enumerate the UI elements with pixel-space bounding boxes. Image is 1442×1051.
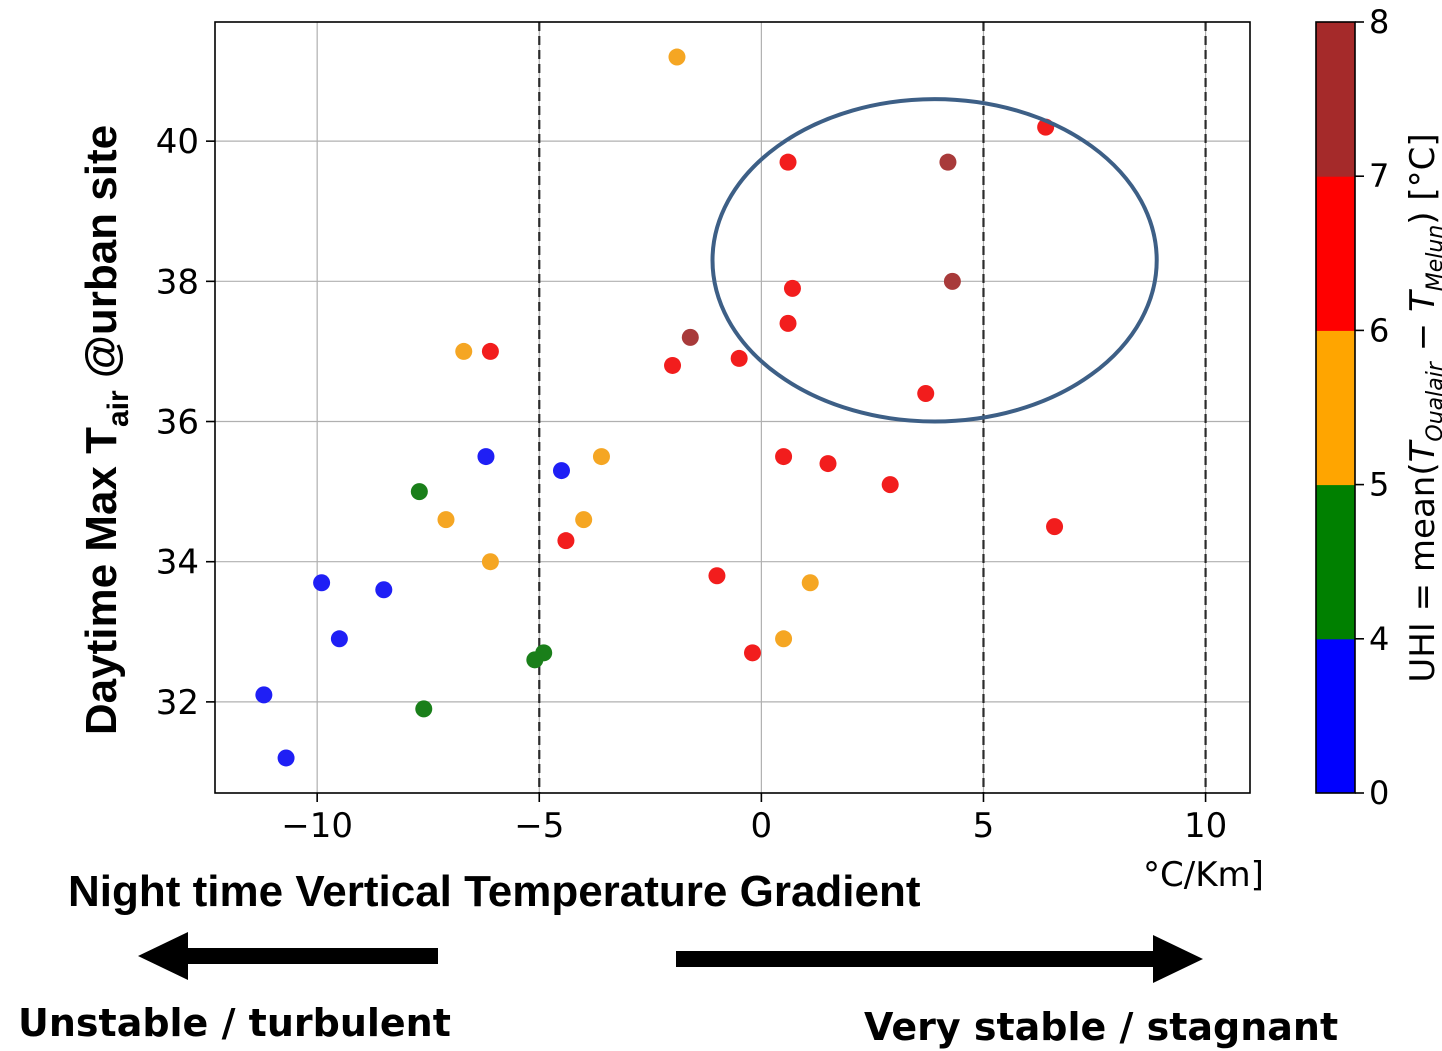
- data-points: [255, 48, 1064, 767]
- colorbar-segment: [1316, 484, 1355, 640]
- reference-lines: [538, 22, 1207, 793]
- data-point: [779, 314, 797, 332]
- data-point: [277, 749, 295, 767]
- colorbar: 0 4 5 6 7 8: [1315, 3, 1389, 812]
- y-axis: 32 34 36 38 40: [156, 122, 215, 723]
- left-arrow-label: Unstable / turbulent: [18, 1001, 451, 1045]
- x-tick-label: 10: [1184, 806, 1227, 846]
- data-point: [481, 553, 499, 571]
- colorbar-tick-label: 6: [1369, 311, 1389, 349]
- data-point: [410, 483, 428, 501]
- right-arrow-label: Very stable / stagnant: [864, 1005, 1338, 1049]
- colorbar-tick-label: 7: [1369, 157, 1389, 195]
- data-point: [575, 511, 593, 529]
- data-point: [437, 511, 455, 529]
- y-axis-label-sub: air: [102, 390, 135, 427]
- x-tick-label: 5: [973, 806, 995, 846]
- colorbar-segment: [1316, 176, 1355, 331]
- data-point: [917, 384, 935, 402]
- axes-frame: [214, 21, 1251, 794]
- colorbar-frame: [1315, 21, 1356, 794]
- x-axis: −10 −5 0 5 10: [281, 793, 1227, 846]
- x-axis-unit: °C/Km]: [1143, 855, 1264, 895]
- x-tick-label: −10: [281, 806, 353, 846]
- data-point: [775, 448, 793, 466]
- data-point: [943, 272, 961, 290]
- y-axis-label: Daytime Max Tair @urban site: [77, 125, 135, 735]
- data-point: [1046, 518, 1064, 536]
- data-point: [708, 567, 726, 585]
- colorbar-label: UHI = mean(TQualair − TMelun) [°C]: [1403, 133, 1442, 682]
- data-point: [664, 356, 682, 374]
- data-point: [526, 651, 544, 669]
- plot-frame: [214, 21, 1251, 794]
- data-point: [477, 448, 495, 466]
- data-point: [668, 48, 686, 66]
- data-point: [681, 328, 699, 346]
- data-point: [819, 455, 837, 473]
- x-tick-label: 0: [751, 806, 773, 846]
- colorbar-tick-label: 4: [1369, 620, 1389, 658]
- colorbar-tick-label: 0: [1369, 774, 1389, 812]
- data-point: [255, 686, 273, 704]
- plot-background: [215, 22, 1250, 793]
- colorbar-tick-label: 5: [1369, 466, 1389, 504]
- data-point: [481, 342, 499, 360]
- colorbar-segment: [1316, 638, 1355, 794]
- y-tick-label: 38: [156, 262, 199, 302]
- x-axis-label: Night time Vertical Temperature Gradient: [68, 867, 921, 916]
- data-point: [881, 476, 899, 494]
- colorbar-segment: [1316, 22, 1355, 177]
- data-point: [592, 448, 610, 466]
- data-point: [375, 581, 393, 599]
- y-tick-label: 32: [156, 683, 199, 723]
- plot-area: [215, 22, 1250, 793]
- colorbar-tick-label: 8: [1369, 3, 1389, 41]
- data-point: [939, 153, 957, 171]
- y-axis-label-tail: @urban site: [77, 125, 126, 390]
- right-arrow: [676, 935, 1203, 983]
- data-point: [552, 462, 570, 480]
- y-axis-label-main: Daytime Max T: [77, 427, 126, 735]
- data-point: [801, 574, 819, 592]
- y-tick-label: 34: [156, 543, 199, 583]
- highlight-ellipse-group: [710, 97, 1159, 424]
- data-point: [557, 532, 575, 550]
- y-tick-label: 36: [156, 403, 199, 443]
- data-point: [783, 279, 801, 297]
- data-point: [455, 342, 473, 360]
- data-point: [415, 700, 433, 718]
- data-point: [743, 644, 761, 662]
- data-point: [775, 630, 793, 648]
- data-point: [779, 153, 797, 171]
- data-point: [313, 574, 331, 592]
- x-tick-label: −5: [514, 806, 564, 846]
- highlight-ellipse: [710, 97, 1159, 424]
- y-tick-label: 40: [156, 122, 199, 162]
- colorbar-segment: [1316, 330, 1355, 486]
- left-arrow: [138, 932, 438, 980]
- data-point: [730, 349, 748, 367]
- data-point: [330, 630, 348, 648]
